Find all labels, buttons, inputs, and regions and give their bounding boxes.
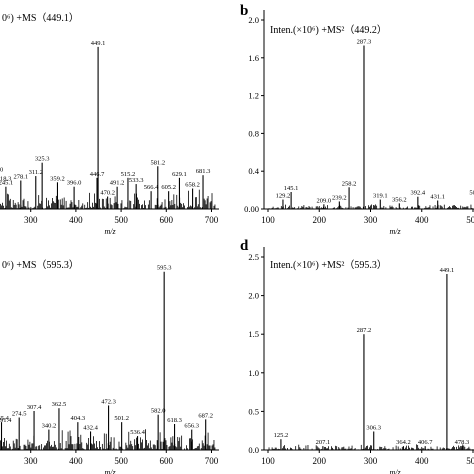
y-tick-label-b: 1.2 bbox=[248, 91, 259, 101]
peak-label-a: 470.2 bbox=[100, 190, 115, 197]
peak-label-a: 446.7 bbox=[90, 171, 105, 178]
y-tick-label-d: 1.5 bbox=[248, 329, 259, 339]
peak-label-a: 581.2 bbox=[150, 159, 165, 166]
peak-label-a: 359.2 bbox=[50, 175, 65, 182]
x-tick-label-a: 400 bbox=[69, 215, 83, 225]
y-tick-label-b: 0.00 bbox=[244, 204, 259, 214]
peak-label-b: 258.2 bbox=[342, 180, 357, 187]
peak-label-d: 449.1 bbox=[440, 267, 455, 274]
peak-label-b: 507.2 bbox=[469, 190, 474, 197]
y-tick-label-b: 1.6 bbox=[248, 53, 259, 63]
peak-label-a: 491.2 bbox=[110, 180, 125, 187]
peak-label-a: 629.1 bbox=[172, 171, 187, 178]
peak-label-c: 618.3 bbox=[167, 417, 182, 424]
x-tick-label-d: 300 bbox=[364, 456, 378, 466]
chart-title-d: Inten.(×10⁶) +MS²（595.3） bbox=[270, 259, 387, 271]
peak-label-a: 533.3 bbox=[129, 177, 144, 184]
peak-label-b: 209.0 bbox=[317, 197, 332, 204]
peak-label-a: 311.2 bbox=[29, 169, 43, 176]
x-tick-label-d: 200 bbox=[313, 456, 327, 466]
peak-label-d: 125.2 bbox=[274, 432, 289, 439]
x-tick-label-b: 500 bbox=[466, 215, 474, 225]
panel-label-b: b bbox=[240, 3, 248, 19]
chart-title-a: 0⁶) +MS（449.1） bbox=[2, 12, 79, 24]
x-axis-label-d: m/z bbox=[389, 468, 401, 474]
peak-label-a: 396.0 bbox=[67, 180, 82, 187]
y-tick-label-d: 2.0 bbox=[248, 291, 259, 301]
x-tick-label-c: 500 bbox=[114, 456, 128, 466]
x-tick-label-b: 300 bbox=[364, 215, 378, 225]
panel-label-d: d bbox=[240, 238, 249, 254]
x-tick-label-b: 400 bbox=[415, 215, 429, 225]
x-tick-label-c: 700 bbox=[205, 456, 219, 466]
x-tick-label-a: 600 bbox=[160, 215, 174, 225]
y-tick-label-b: 2.0 bbox=[248, 15, 259, 25]
peak-label-a: 325.3 bbox=[35, 156, 50, 163]
y-tick-label-d: 1.0 bbox=[248, 368, 259, 378]
x-tick-label-d: 400 bbox=[415, 456, 429, 466]
peak-label-d: 406.7 bbox=[418, 439, 433, 446]
y-tick-label-d: 2.5 bbox=[248, 252, 259, 262]
peak-label-c: 595.3 bbox=[157, 265, 172, 272]
y-tick-label-b: 0.8 bbox=[248, 128, 259, 138]
x-tick-label-b: 100 bbox=[261, 215, 275, 225]
x-tick-label-a: 300 bbox=[24, 215, 38, 225]
x-axis-label-b: m/z bbox=[389, 227, 401, 236]
peak-label-a: 449.1 bbox=[91, 40, 106, 47]
peak-label-c: 235.4 bbox=[0, 415, 10, 422]
peak-label-d: 478.3 bbox=[455, 439, 470, 446]
y-tick-label-d: 0.0 bbox=[248, 445, 259, 455]
peak-label-c: 340.2 bbox=[42, 423, 57, 430]
peak-label-b: 287.3 bbox=[357, 39, 372, 46]
x-tick-label-d: 100 bbox=[261, 456, 275, 466]
peak-label-a: 245.1 bbox=[0, 180, 13, 187]
x-tick-label-d: 500 bbox=[466, 456, 474, 466]
peak-label-b: 145.1 bbox=[284, 185, 299, 192]
chart-title-b: Inten.(×10⁶) +MS²（449.2） bbox=[270, 24, 387, 36]
peak-label-b: 239.2 bbox=[332, 194, 347, 201]
peak-label-c: 307.4 bbox=[27, 404, 42, 411]
peak-label-d: 364.2 bbox=[396, 439, 411, 446]
peak-label-b: 392.4 bbox=[411, 190, 426, 197]
peak-label-a: 566.4 bbox=[144, 184, 159, 191]
y-tick-label-d: 0.5 bbox=[248, 406, 259, 416]
peak-label-b: 129.2 bbox=[276, 193, 291, 200]
peak-label-c: 501.2 bbox=[114, 415, 129, 422]
peak-label-b: 431.1 bbox=[430, 193, 445, 200]
peak-label-c: 472.3 bbox=[101, 398, 116, 405]
y-tick-label-b: 0.4 bbox=[248, 166, 259, 176]
x-axis-label-c: m/z bbox=[104, 468, 116, 474]
peak-label-c: 274.5 bbox=[12, 411, 27, 418]
peak-label-c: 687.2 bbox=[198, 412, 213, 419]
peak-label-c: 432.4 bbox=[83, 424, 98, 431]
peak-label-a: 223.0 bbox=[0, 166, 3, 173]
peak-label-b: 319.1 bbox=[373, 193, 388, 200]
peak-label-a: 605.2 bbox=[161, 184, 176, 191]
peak-label-c: 582.0 bbox=[151, 408, 166, 415]
x-tick-label-c: 400 bbox=[69, 456, 83, 466]
peak-label-d: 306.3 bbox=[366, 424, 381, 431]
chart-title-c: 0⁶) +MS（595.3） bbox=[2, 259, 79, 271]
x-axis-label-a: m/z bbox=[104, 227, 116, 236]
x-tick-label-a: 700 bbox=[205, 215, 219, 225]
peak-label-c: 91.4 bbox=[0, 417, 12, 424]
peak-label-c: 404.3 bbox=[71, 415, 86, 422]
peak-label-a: 658.2 bbox=[185, 182, 200, 189]
peak-label-c: 362.5 bbox=[52, 401, 67, 408]
peak-label-c: 656.3 bbox=[184, 423, 199, 430]
peak-label-b: 356.2 bbox=[392, 196, 407, 203]
peak-label-a: 515.2 bbox=[121, 171, 136, 178]
peak-label-c: 536.4 bbox=[130, 429, 145, 436]
peak-label-a: 278.1 bbox=[14, 174, 29, 181]
peak-label-d: 287.2 bbox=[357, 327, 372, 334]
peak-label-a: 681.3 bbox=[196, 168, 211, 175]
x-tick-label-b: 200 bbox=[313, 215, 327, 225]
peak-label-a: 18.3 bbox=[0, 175, 11, 182]
x-tick-label-c: 600 bbox=[160, 456, 174, 466]
x-tick-label-c: 300 bbox=[24, 456, 38, 466]
x-tick-label-a: 500 bbox=[114, 215, 128, 225]
peak-label-d: 207.1 bbox=[316, 439, 331, 446]
